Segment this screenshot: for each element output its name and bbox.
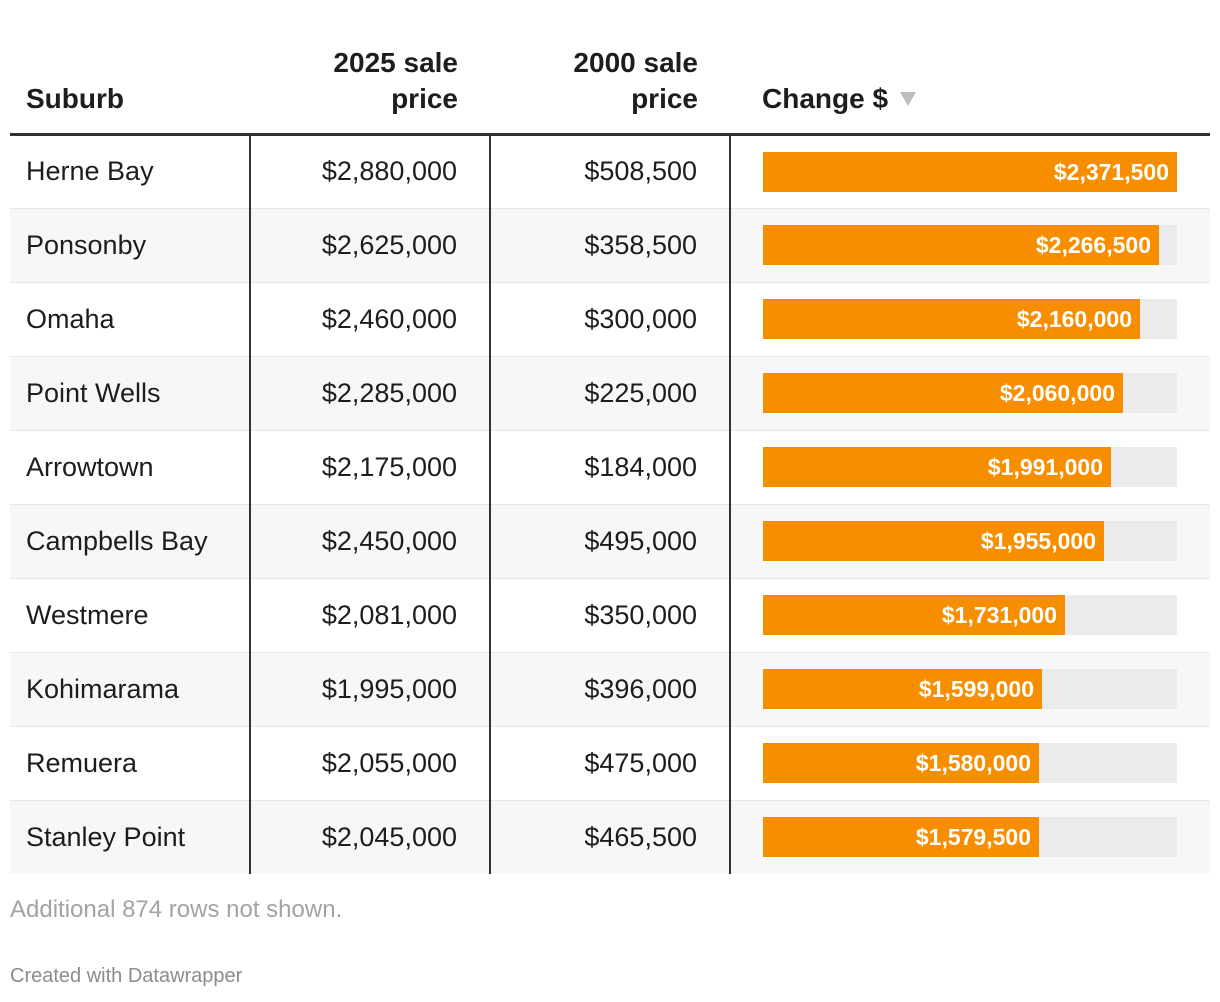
cell-change: $1,955,000 <box>730 504 1210 579</box>
cell-change: $1,580,000 <box>730 726 1210 801</box>
change-bar-track: $1,579,500 <box>763 817 1177 858</box>
cell-2000-price: $508,500 <box>490 134 731 209</box>
change-bar-track: $2,266,500 <box>763 225 1177 265</box>
cell-suburb: Campbells Bay <box>10 504 251 579</box>
change-bar-label: $1,580,000 <box>915 750 1031 776</box>
change-bar-label: $1,599,000 <box>918 676 1034 702</box>
change-bar-label: $1,579,500 <box>915 824 1031 851</box>
cell-2025-price: $2,055,000 <box>250 726 491 801</box>
cell-change: $2,160,000 <box>730 282 1210 357</box>
change-bar-track: $2,371,500 <box>763 151 1177 192</box>
header-change[interactable]: Change $ <box>730 0 1210 136</box>
change-bar: $2,060,000 <box>763 373 1123 413</box>
table-row: Point Wells $2,285,000 $225,000 $2,060,000 <box>10 356 1210 431</box>
datawrapper-credit[interactable]: Created with Datawrapper <box>10 965 243 987</box>
cell-suburb: Herne Bay <box>10 134 251 209</box>
header-2000-price[interactable]: 2000 sale price <box>490 0 730 136</box>
cell-change: $1,579,500 <box>730 800 1210 874</box>
cell-2025-price: $2,081,000 <box>250 578 491 653</box>
table-row: Stanley Point $2,045,000 $465,500 $1,579,50… <box>10 800 1210 874</box>
change-bar-label: $2,060,000 <box>999 380 1115 406</box>
price-table-wrapper: Suburb 2025 sale price 2000 sale price Cha… <box>10 0 1210 874</box>
change-bar-label: $2,371,500 <box>1053 158 1169 185</box>
cell-suburb: Point Wells <box>10 356 251 431</box>
change-bar: $1,579,500 <box>763 817 1039 858</box>
cell-change: $1,731,000 <box>730 578 1210 653</box>
change-bar-track: $1,731,000 <box>763 595 1177 635</box>
table-row: Arrowtown $2,175,000 $184,000 $1,991,000 <box>10 430 1210 505</box>
table-row: Ponsonby $2,625,000 $358,500 $2,266,500 <box>10 208 1210 283</box>
table-row: Remuera $2,055,000 $475,000 $1,580,000 <box>10 726 1210 801</box>
table-row: Herne Bay $2,880,000 $508,500 $2,371,500 <box>10 134 1210 209</box>
change-bar: $2,371,500 <box>763 151 1177 192</box>
table-row: Westmere $2,081,000 $350,000 $1,731,000 <box>10 578 1210 653</box>
cell-suburb: Ponsonby <box>10 208 251 283</box>
cell-2000-price: $495,000 <box>490 504 731 579</box>
price-table: Suburb 2025 sale price 2000 sale price Cha… <box>10 0 1210 874</box>
change-bar: $1,991,000 <box>763 447 1111 487</box>
change-bar: $1,955,000 <box>763 521 1104 561</box>
cell-suburb: Westmere <box>10 578 251 653</box>
cell-change: $2,060,000 <box>730 356 1210 431</box>
change-bar-label: $2,266,500 <box>1035 232 1151 258</box>
change-bar-label: $1,731,000 <box>941 602 1057 628</box>
change-bar: $2,160,000 <box>763 299 1140 339</box>
cell-2025-price: $2,175,000 <box>250 430 491 505</box>
change-bar-track: $2,060,000 <box>763 373 1177 413</box>
header-suburb[interactable]: Suburb <box>10 0 250 136</box>
cell-2025-price: $1,995,000 <box>250 652 491 727</box>
table-row: Campbells Bay $2,450,000 $495,000 $1,955,00… <box>10 504 1210 579</box>
change-bar: $1,731,000 <box>763 595 1065 635</box>
cell-2000-price: $225,000 <box>490 356 731 431</box>
table-row: Omaha $2,460,000 $300,000 $2,160,000 <box>10 282 1210 357</box>
cell-2025-price: $2,285,000 <box>250 356 491 431</box>
change-bar: $2,266,500 <box>763 225 1159 265</box>
change-bar: $1,580,000 <box>763 743 1039 783</box>
header-change-label: Change $ <box>762 82 889 114</box>
cell-2025-price: $2,880,000 <box>250 134 491 209</box>
change-bar-track: $1,599,000 <box>763 669 1177 709</box>
cell-2000-price: $350,000 <box>490 578 731 653</box>
change-bar-label: $1,955,000 <box>980 528 1096 554</box>
cell-suburb: Kohimarama <box>10 652 251 727</box>
change-bar-track: $1,955,000 <box>763 521 1177 561</box>
cell-2025-price: $2,625,000 <box>250 208 491 283</box>
cell-2000-price: $465,500 <box>490 800 731 874</box>
cell-suburb: Arrowtown <box>10 430 251 505</box>
cell-suburb: Remuera <box>10 726 251 801</box>
cell-2000-price: $300,000 <box>490 282 731 357</box>
cell-2025-price: $2,460,000 <box>250 282 491 357</box>
change-bar-track: $1,580,000 <box>763 743 1177 783</box>
cell-change: $2,266,500 <box>730 208 1210 283</box>
header-2025-price[interactable]: 2025 sale price <box>250 0 490 136</box>
cell-change: $2,371,500 <box>730 134 1210 209</box>
cell-suburb: Omaha <box>10 282 251 357</box>
cell-2000-price: $184,000 <box>490 430 731 505</box>
change-bar-label: $2,160,000 <box>1016 306 1132 332</box>
cell-2025-price: $2,450,000 <box>250 504 491 579</box>
cell-2000-price: $475,000 <box>490 726 731 801</box>
cell-change: $1,599,000 <box>730 652 1210 727</box>
change-bar-track: $1,991,000 <box>763 447 1177 487</box>
cell-suburb: Stanley Point <box>10 800 251 874</box>
change-bar: $1,599,000 <box>763 669 1042 709</box>
table-row: Kohimarama $1,995,000 $396,000 $1,599,000 <box>10 652 1210 727</box>
cell-2025-price: $2,045,000 <box>250 800 491 874</box>
table-header: Suburb 2025 sale price 2000 sale price Cha… <box>10 0 1210 136</box>
sort-descending-icon <box>900 91 917 106</box>
cell-change: $1,991,000 <box>730 430 1210 505</box>
table-body: Herne Bay $2,880,000 $508,500 $2,371,500 Pon… <box>10 134 1210 874</box>
change-bar-track: $2,160,000 <box>763 299 1177 339</box>
change-bar-label: $1,991,000 <box>987 454 1103 480</box>
cell-2000-price: $396,000 <box>490 652 731 727</box>
cell-2000-price: $358,500 <box>490 208 731 283</box>
rows-hidden-note: Additional 874 rows not shown. <box>10 896 343 923</box>
